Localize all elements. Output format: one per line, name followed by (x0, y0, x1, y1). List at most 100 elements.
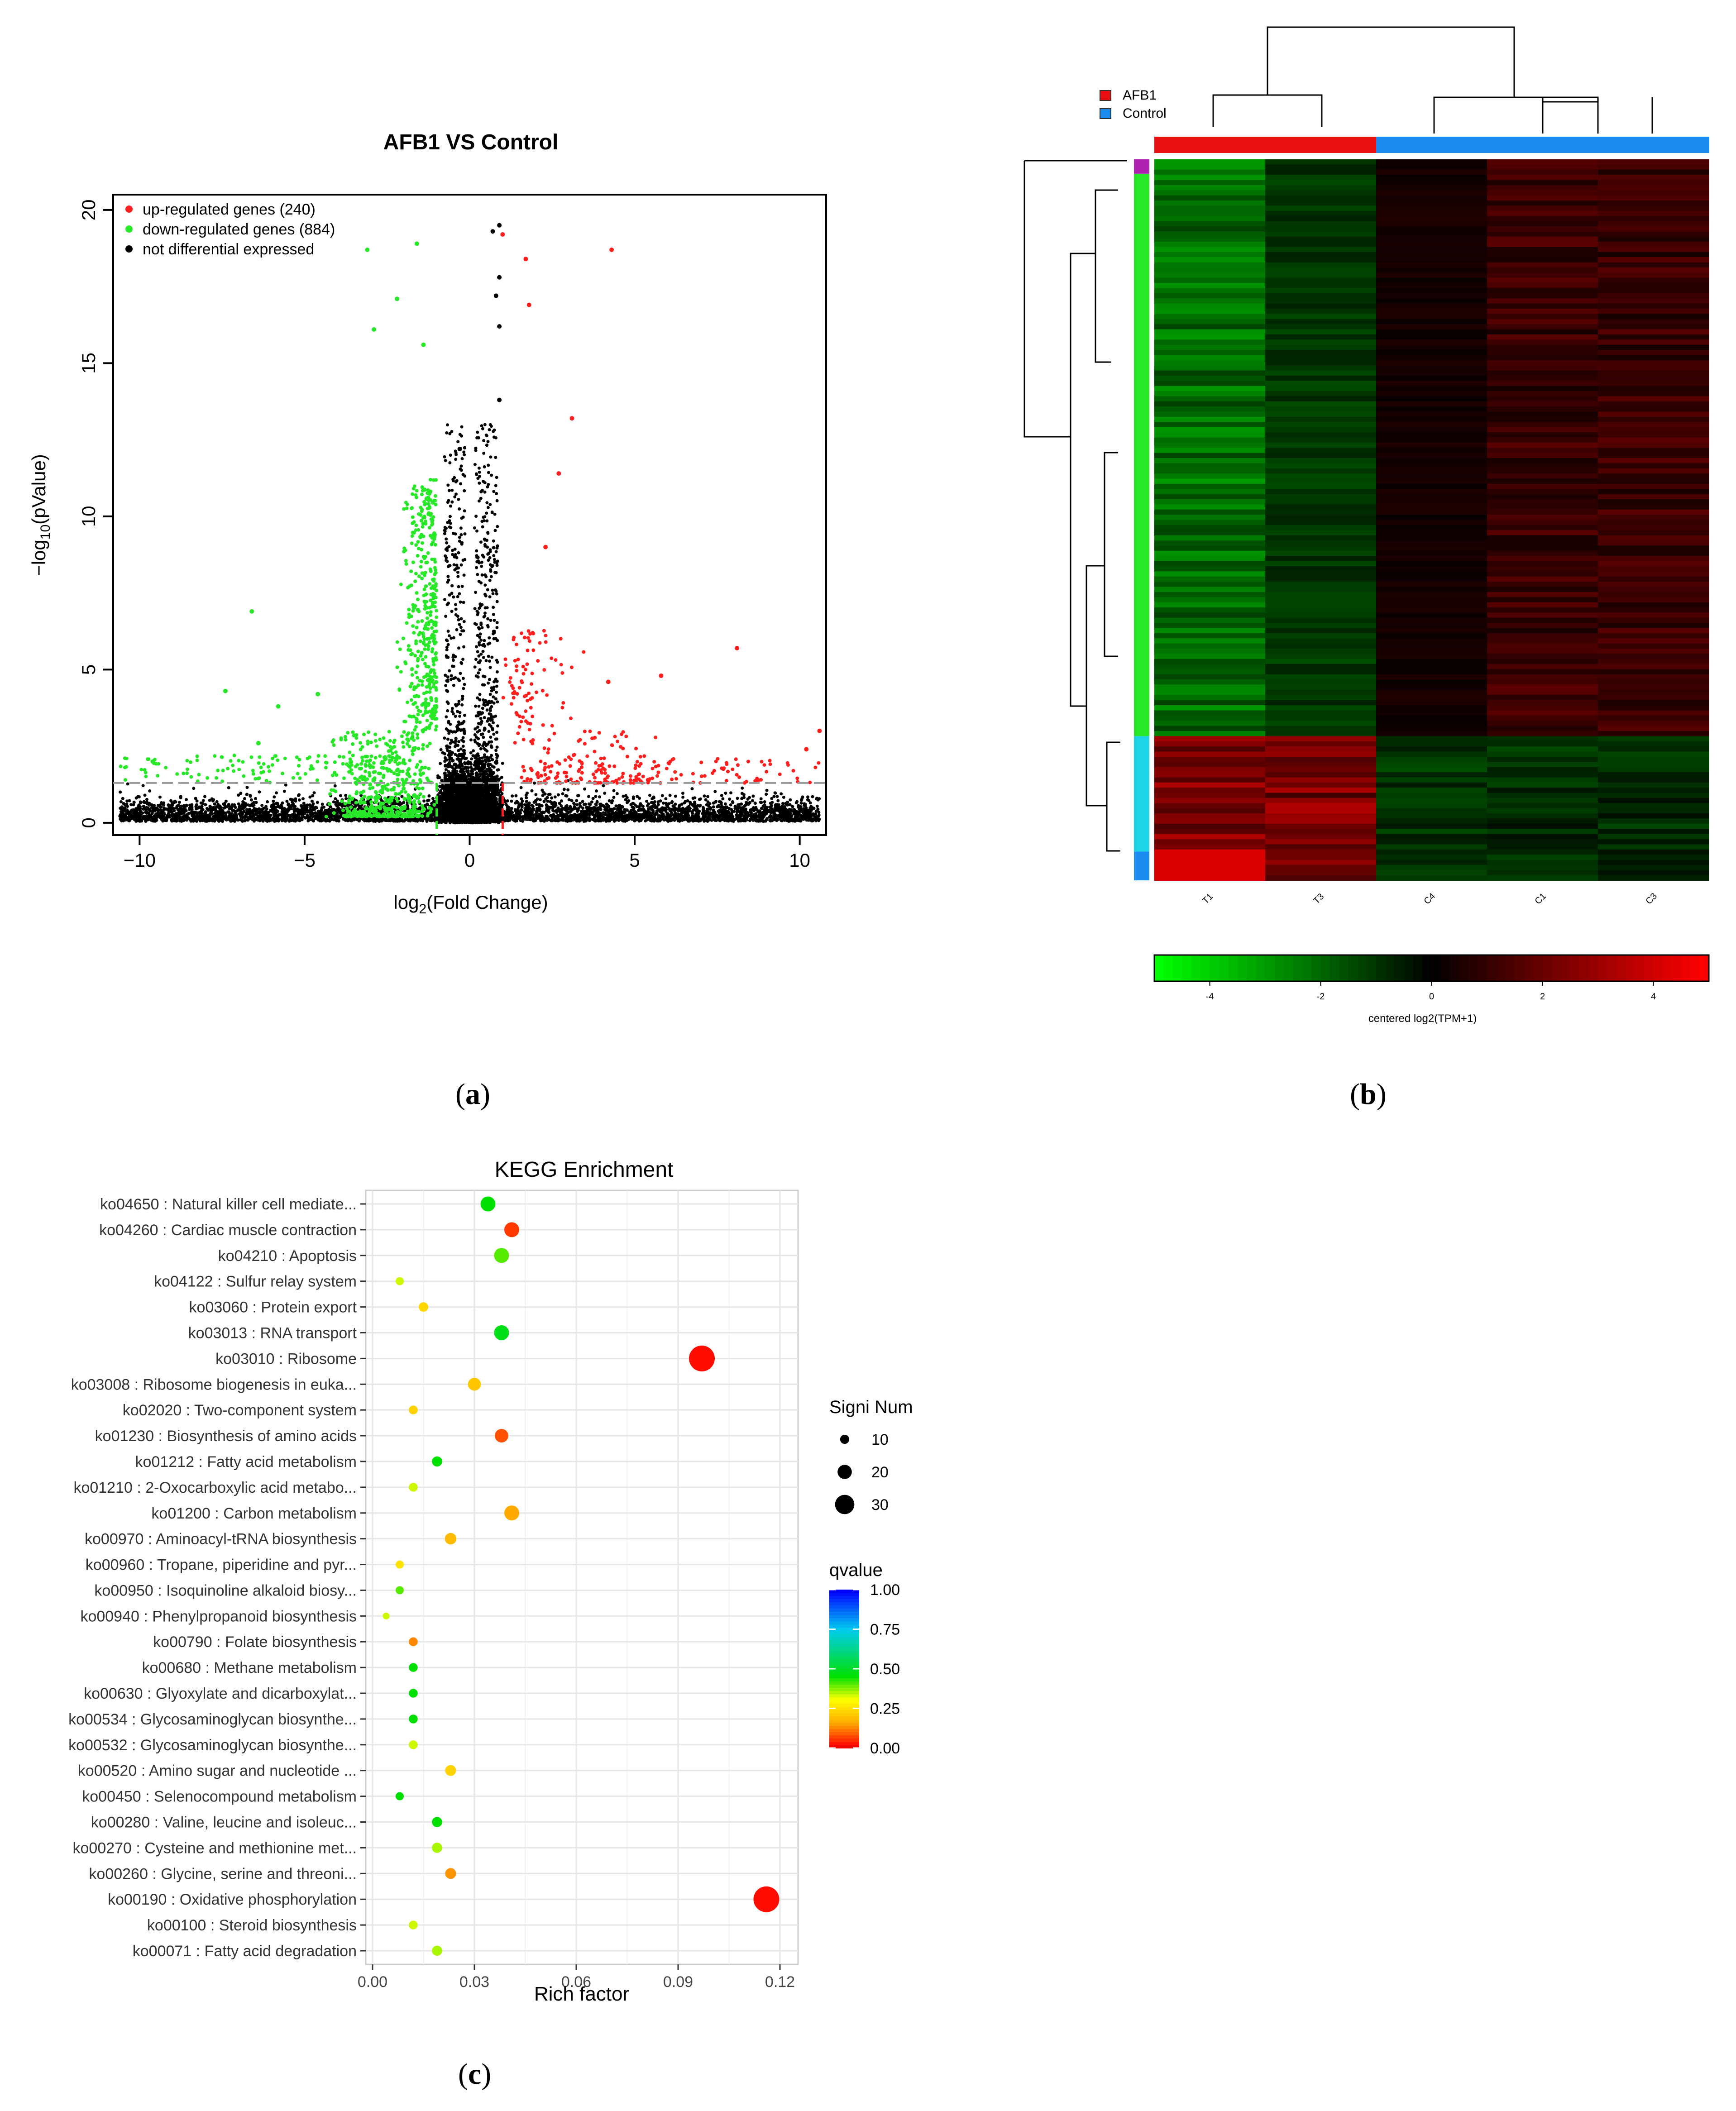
heatmap-cell (1487, 597, 1598, 603)
heatmap-cell (1487, 277, 1598, 284)
heatmap-cell (1154, 756, 1266, 763)
heatmap-cell (1376, 793, 1487, 798)
kegg-term-labels: ko04650 : Natural killer cell mediate...… (68, 1196, 366, 1960)
heatmap-cell (1487, 659, 1598, 665)
heatmap-cell (1487, 195, 1598, 201)
colorbar-segment (1515, 955, 1525, 981)
heatmap-cell (1265, 298, 1377, 304)
size-legend-title: Signi Num (829, 1397, 913, 1417)
heatmap-cell (1598, 540, 1709, 546)
heatmap-cell (1376, 422, 1487, 428)
heatmap-cell (1265, 746, 1377, 752)
heatmap-cell (1154, 829, 1266, 835)
kegg-point (409, 1405, 418, 1414)
kegg-x-axis: 0.00 0.03 0.06 0.09 0.12 (358, 1964, 795, 1991)
heatmap-cell (1265, 638, 1377, 644)
group-legend-swatch (1100, 90, 1111, 101)
heatmap-cell (1154, 339, 1266, 345)
heatmap-cell (1154, 808, 1266, 814)
heatmap-cell (1265, 772, 1377, 778)
heatmap-cell (1154, 617, 1266, 624)
heatmap-cell (1154, 355, 1266, 361)
heatmap-cell (1154, 834, 1266, 840)
kegg-term-label: ko00280 : Valine, leucine and isoleuc... (91, 1814, 357, 1831)
heatmap-cell (1154, 556, 1266, 562)
heatmap-cell (1598, 633, 1709, 639)
row-cluster-segment (1134, 173, 1149, 736)
heatmap-cell (1376, 715, 1487, 721)
color-legend-segment (829, 1599, 859, 1603)
heatmap-cell (1598, 427, 1709, 433)
heatmap-cell (1376, 864, 1487, 871)
color-legend-segment (829, 1637, 859, 1641)
volcano-x-tick-label: −5 (294, 850, 316, 871)
heatmap-cell (1376, 617, 1487, 624)
colorbar-segment (1358, 955, 1368, 981)
heatmap-cell (1598, 386, 1709, 392)
volcano-y-tick-label: 5 (78, 664, 99, 675)
heatmap-cell (1265, 540, 1377, 546)
kegg-term-label: ko00532 : Glycosaminoglycan biosynthe... (68, 1737, 357, 1754)
heatmap-cell (1598, 422, 1709, 428)
heatmap-cell (1487, 201, 1598, 206)
heatmap-cell (1598, 355, 1709, 361)
heatmap-cell (1376, 303, 1487, 309)
color-legend-segment (829, 1615, 859, 1619)
volcano-plot: AFB1 VS Control −10 −5 0 5 10 0 5 10 15 20 log2(… (28, 130, 827, 917)
heatmap-cell (1154, 458, 1266, 464)
legend-marker (125, 205, 133, 213)
heatmap-cell (1487, 530, 1598, 536)
kegg-point (504, 1505, 519, 1521)
heatmap-cell (1265, 375, 1377, 382)
heatmap-cell (1265, 391, 1377, 397)
heatmap-cell (1376, 679, 1487, 685)
heatmap-cell (1265, 195, 1377, 201)
heatmap-cell (1376, 468, 1487, 474)
heatmap-cells (1154, 159, 1709, 881)
heatmap-cell (1376, 571, 1487, 577)
heatmap-cell (1265, 731, 1377, 737)
heatmap-cell (1265, 741, 1377, 747)
heatmap-cell (1376, 210, 1487, 217)
kegg-term-label: ko01230 : Biosynthesis of amino acids (95, 1428, 357, 1445)
volcano-series-ns-points (118, 423, 821, 825)
heatmap-cell (1265, 834, 1377, 840)
heatmap-cell (1154, 195, 1266, 201)
heatmap-cell (1154, 509, 1266, 516)
heatmap-cell (1376, 216, 1487, 222)
color-legend-segment (829, 1643, 859, 1647)
heatmap-cell (1265, 684, 1377, 690)
volcano-plot-area (112, 194, 827, 836)
color-legend-segment (829, 1605, 859, 1609)
heatmap-cell (1487, 823, 1598, 830)
heatmap-cell (1487, 839, 1598, 845)
heatmap-cell (1154, 767, 1266, 773)
heatmap-cell (1265, 252, 1377, 258)
heatmap-cell (1598, 587, 1709, 592)
heatmap-cell (1487, 726, 1598, 732)
kegg-term-label: ko01212 : Fatty acid metabolism (135, 1453, 357, 1471)
heatmap-cell (1265, 705, 1377, 711)
color-legend-segment (829, 1672, 859, 1676)
colorbar-segment (1265, 955, 1275, 981)
heatmap-cell (1376, 659, 1487, 665)
heatmap-cell (1487, 576, 1598, 583)
heatmap-cell (1376, 597, 1487, 603)
kegg-term-label: ko00270 : Cysteine and methionine met... (73, 1839, 357, 1857)
heatmap-cell (1265, 674, 1377, 680)
volcano-threshold-lines (113, 782, 826, 835)
heatmap-cell (1154, 386, 1266, 392)
heatmap-cell (1598, 509, 1709, 516)
heatmap-cell (1265, 788, 1377, 793)
colorbar-segment (1487, 955, 1497, 981)
volcano-down-point (256, 740, 261, 745)
heatmap-row-cluster-bar (1134, 159, 1149, 880)
heatmap-cell (1487, 875, 1598, 881)
heatmap-cell (1376, 535, 1487, 541)
color-legend-segment (829, 1697, 859, 1701)
colorbar-tick-label: -4 (1206, 992, 1214, 1002)
colorbar-segment (1422, 955, 1432, 981)
color-legend-segment (829, 1669, 859, 1672)
heatmap-cell (1598, 864, 1709, 871)
heatmap-cell (1376, 334, 1487, 340)
